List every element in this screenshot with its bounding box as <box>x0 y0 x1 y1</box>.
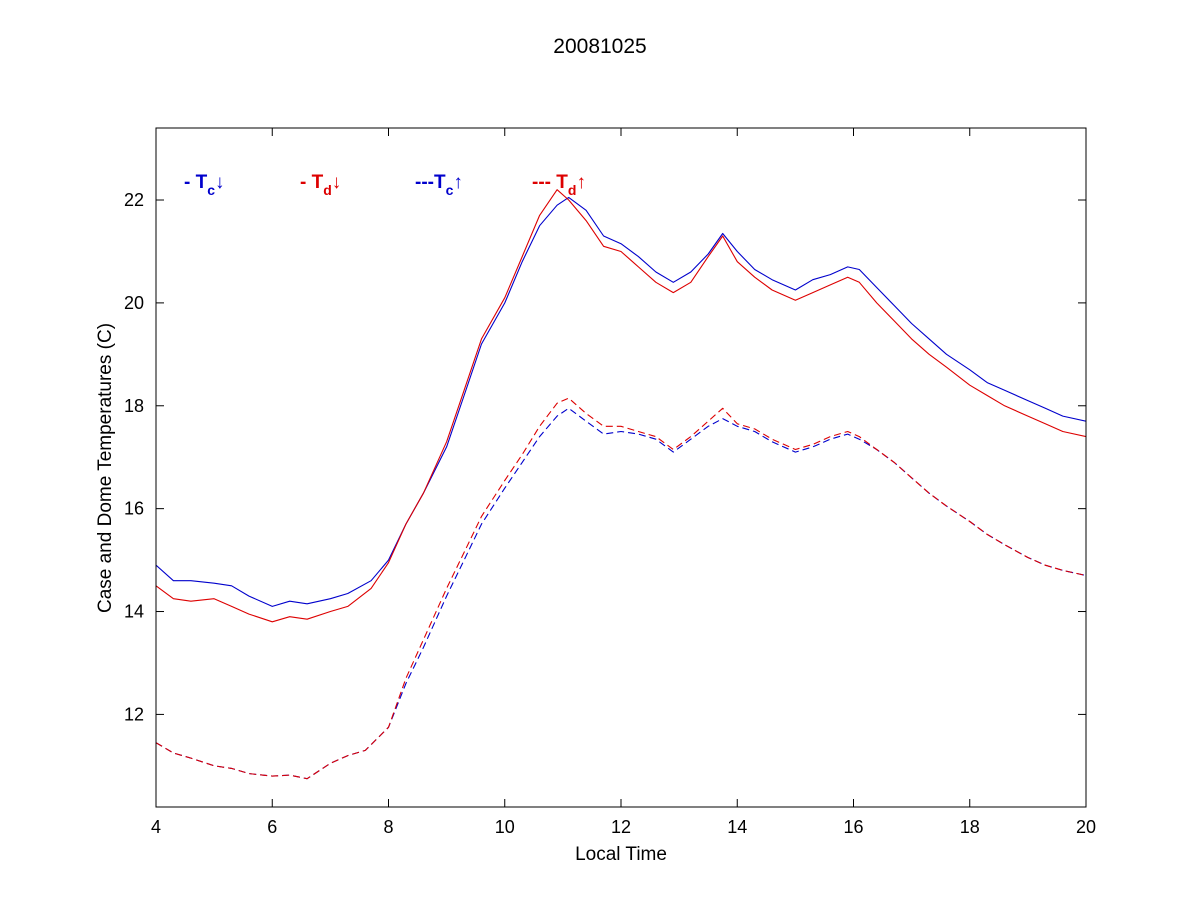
y-tick-label: 18 <box>124 396 144 416</box>
x-tick-label: 10 <box>495 817 515 837</box>
x-tick-label: 14 <box>727 817 747 837</box>
legend-entry-td-up: --- Td↑ <box>532 172 586 198</box>
x-tick-label: 20 <box>1076 817 1096 837</box>
x-tick-label: 8 <box>383 817 393 837</box>
y-tick-label: 12 <box>124 704 144 724</box>
x-tick-label: 12 <box>611 817 631 837</box>
series-tc-down-line <box>156 196 1086 607</box>
y-tick-label: 16 <box>124 499 144 519</box>
legend-entry-tc-up: ---Tc↑ <box>415 172 463 198</box>
x-tick-label: 6 <box>267 817 277 837</box>
x-tick-label: 18 <box>960 817 980 837</box>
axis-ticks: 4 6 8 10 12 14 16 18 20 12 14 16 18 20 22 <box>124 128 1096 837</box>
y-tick-label: 20 <box>124 293 144 313</box>
y-tick-label: 14 <box>124 602 144 622</box>
x-tick-label: 16 <box>843 817 863 837</box>
y-axis-label: Case and Dome Temperatures (C) <box>95 323 116 613</box>
legend-entry-td-down: - Td↓ <box>300 172 341 198</box>
legend: - Tc↓ - Td↓ ---Tc↑ --- Td↑ <box>184 172 586 198</box>
plot-area <box>156 189 1086 780</box>
legend-entry-tc-down: - Tc↓ <box>184 172 225 198</box>
x-axis-label: Local Time <box>575 844 667 865</box>
series-td-down-line <box>156 189 1086 623</box>
y-tick-label: 22 <box>124 190 144 210</box>
chart-title: 20081025 <box>553 35 646 58</box>
x-tick-label: 4 <box>151 817 161 837</box>
series-td-up-line <box>156 397 1086 780</box>
